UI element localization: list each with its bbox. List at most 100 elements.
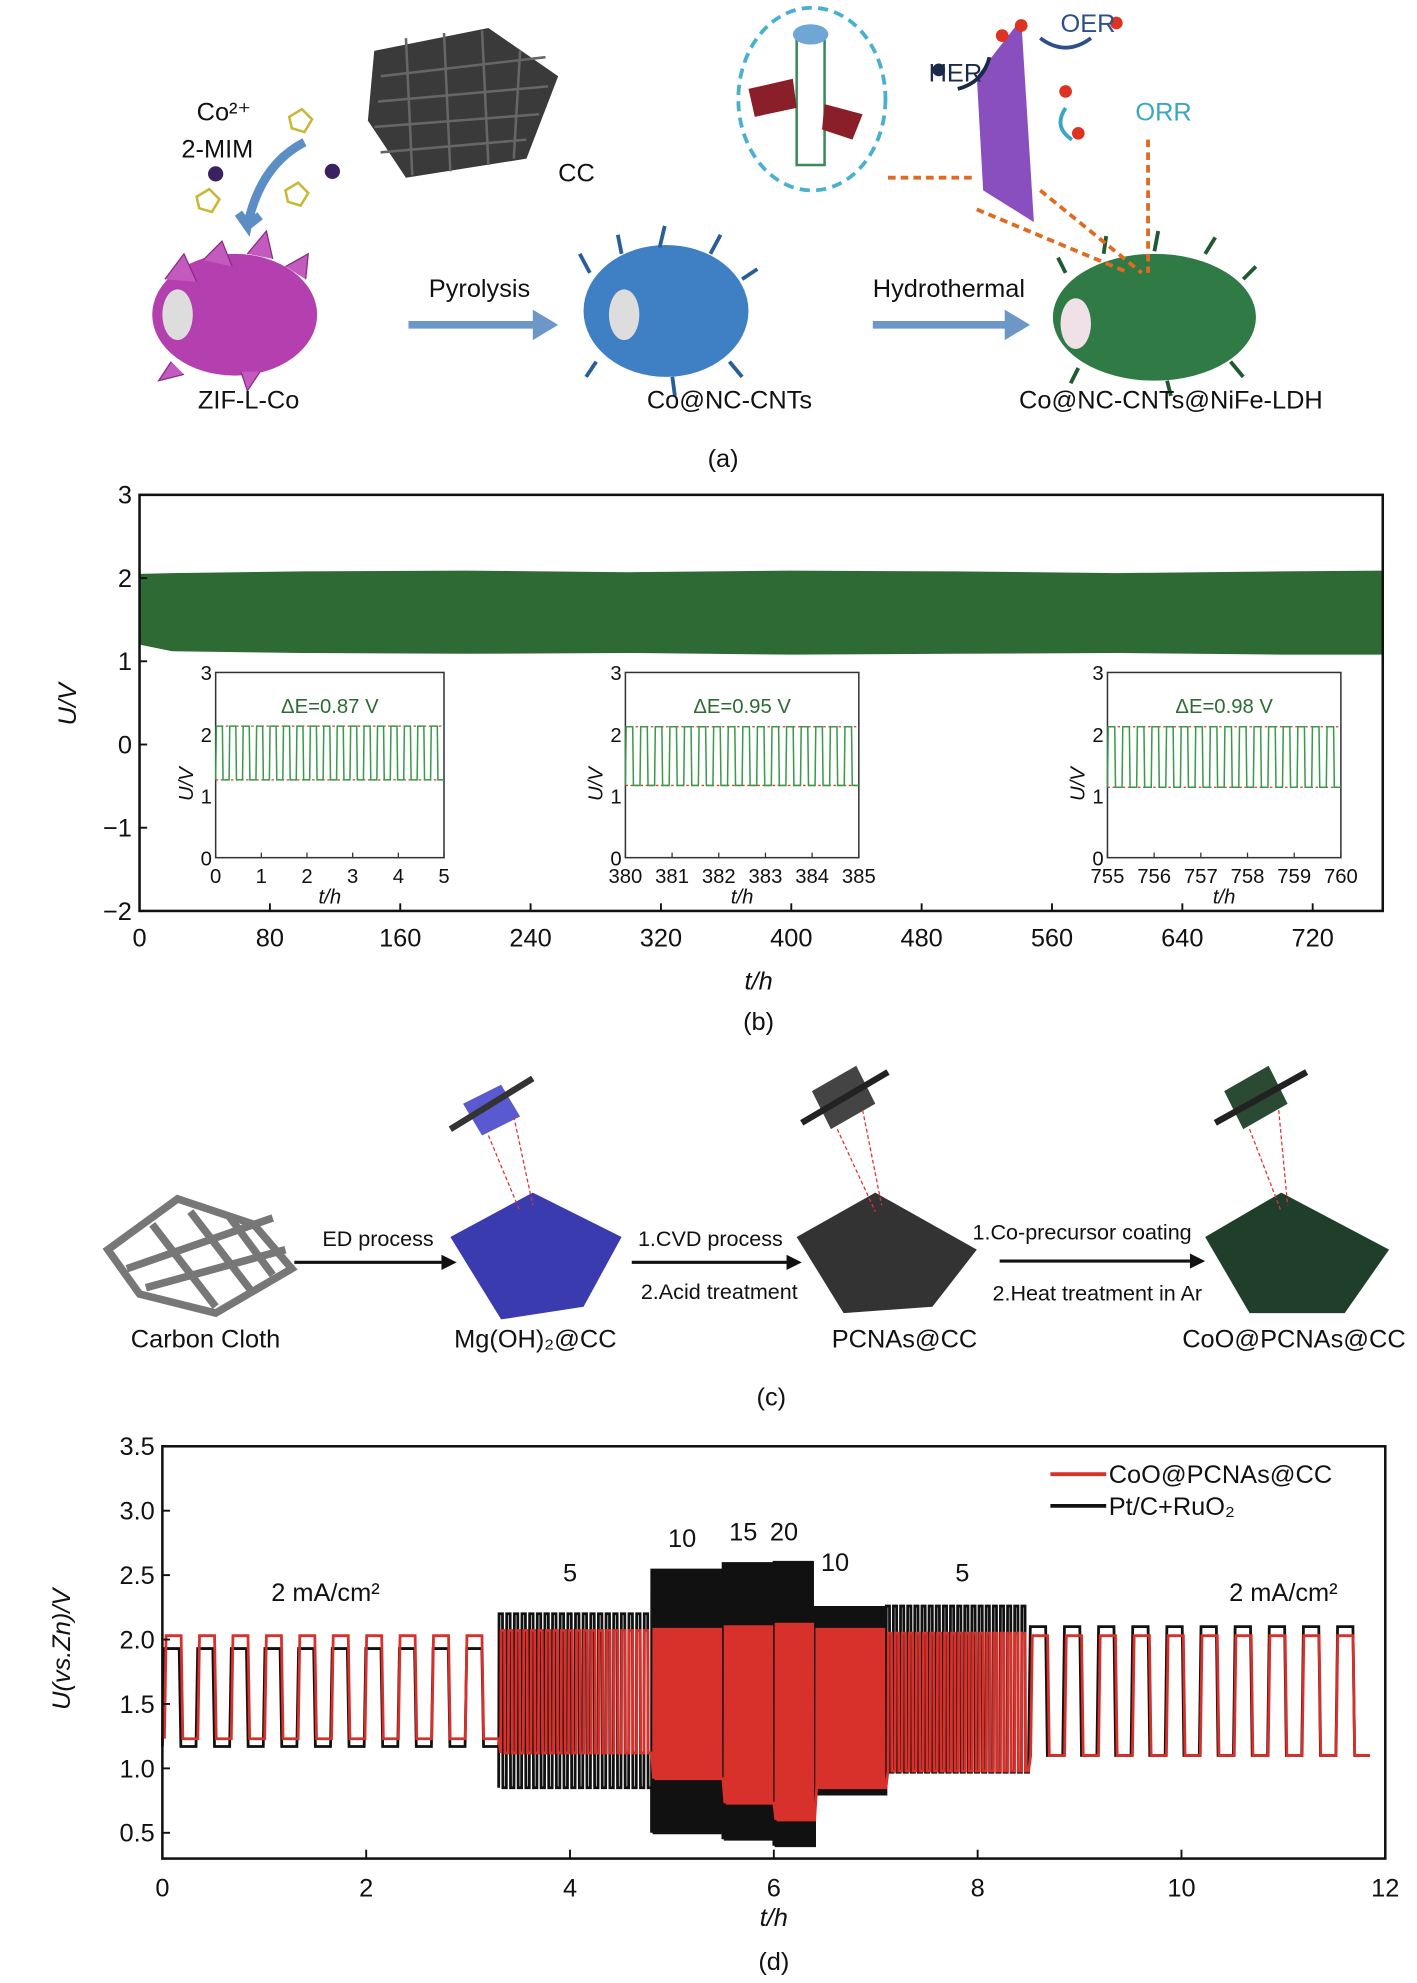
- series-coo-pcnas-cc: [163, 1622, 1370, 1822]
- y-axis-label: U/V: [54, 681, 82, 725]
- inset-voltage-series: [214, 725, 445, 781]
- arrow-icon: [872, 309, 1031, 341]
- product-label-cnts: Co@NC-CNTs: [647, 387, 812, 415]
- panel-b-caption: (b): [743, 1008, 774, 1036]
- inset-y-axis-label: U/V: [1068, 765, 1090, 801]
- product-label-zif: ZIF-L-Co: [198, 387, 299, 415]
- legend-label: CoO@PCNAs@CC: [1109, 1461, 1332, 1489]
- step-label-cvd: 1.CVD process: [638, 1226, 783, 1251]
- x-axis-label: t/h: [760, 1904, 788, 1932]
- panel-a-caption: (a): [708, 445, 739, 473]
- inset-x-axis-label: t/h: [731, 886, 754, 908]
- inset-x-tick-label: 760: [1324, 866, 1358, 888]
- arrow-icon: [408, 309, 559, 341]
- substrate-label: CC: [558, 160, 595, 188]
- inset-y-axis-label: U/V: [176, 765, 198, 801]
- x-tick-label: 12: [1371, 1875, 1399, 1903]
- material-label-pcnas: PCNAs@CC: [832, 1325, 978, 1353]
- inset-y-tick-label: 0: [1092, 848, 1103, 870]
- x-tick-label: 720: [1292, 924, 1334, 952]
- inset-x-tick-label: 5: [438, 866, 449, 888]
- y-tick-label: 3.5: [120, 1433, 155, 1461]
- x-tick-label: 240: [509, 924, 551, 952]
- panel-d-chart: U(vs.Zn)/V t/h (d) 0 2 4 6 8 10 12 0.5 1.0 1.5 2.0…: [48, 1433, 1400, 1976]
- y-tick-label: 0: [118, 731, 132, 759]
- delta-e-annotation: ΔE=0.98 V: [1175, 696, 1273, 718]
- carbon-cloth-illustration: [102, 1194, 298, 1318]
- step-label-coprecursor: 1.Co-precursor coating: [973, 1220, 1192, 1245]
- catalyst-detail-illustration: [736, 5, 1150, 275]
- inset-x-tick-label: 759: [1277, 866, 1311, 888]
- x-tick-label: 80: [256, 924, 284, 952]
- x-tick-label: 560: [1031, 924, 1073, 952]
- mgoh2-cc-illustration: [448, 1075, 622, 1320]
- current-density-annotation: 2 mA/cm²: [1229, 1579, 1337, 1607]
- inset-x-tick-label: 756: [1137, 866, 1171, 888]
- inset-y-tick-label: 2: [201, 725, 212, 747]
- y-tick-label: 0.5: [120, 1820, 155, 1848]
- y-tick-label: 1: [118, 648, 132, 676]
- panel-d-caption: (d): [758, 1948, 789, 1976]
- product-label-ldh: Co@NC-CNTs@NiFe-LDH: [1019, 387, 1323, 415]
- zif-l-co-illustration: [152, 229, 318, 393]
- x-tick-label: 480: [900, 924, 942, 952]
- inset-x-tick-label: 0: [210, 866, 221, 888]
- x-tick-label: 2: [359, 1875, 373, 1903]
- inset-x-axis-label: t/h: [319, 886, 342, 908]
- y-tick-label: 2.5: [120, 1562, 155, 1590]
- y-tick-label: 3: [118, 482, 132, 510]
- y-tick-label: 2: [118, 565, 132, 593]
- inset-x-tick-label: 757: [1184, 866, 1218, 888]
- inset-y-tick-label: 2: [610, 725, 621, 747]
- inset-chart-2: 380 381 382 383 384 385 0 1 2 3 t/h U/V ΔE=0.95 V: [586, 663, 876, 908]
- reaction-label-oer: OER: [1061, 10, 1116, 38]
- inset-x-tick-label: 2: [301, 866, 312, 888]
- step-label-acid: 2.Acid treatment: [641, 1279, 798, 1304]
- molecule-icons: [195, 107, 340, 214]
- reaction-label-orr: ORR: [1135, 99, 1191, 127]
- plot-frame: [138, 493, 1385, 913]
- step-label-pyrolysis: Pyrolysis: [429, 275, 530, 303]
- y-tick-label: 1.5: [120, 1691, 155, 1719]
- x-tick-label: 10: [1167, 1875, 1195, 1903]
- inset-y-tick-label: 1: [201, 787, 212, 809]
- coo-pcnas-cc-illustration: [1205, 1065, 1390, 1314]
- x-tick-label: 4: [563, 1875, 577, 1903]
- inset-y-tick-label: 3: [201, 663, 212, 685]
- inset-y-tick-label: 0: [201, 848, 212, 870]
- inset-x-tick-label: 758: [1231, 866, 1265, 888]
- panel-c-caption: (c): [757, 1384, 787, 1412]
- y-tick-label: 1.0: [120, 1755, 155, 1783]
- y-tick-label: 3.0: [120, 1498, 155, 1526]
- delta-e-annotation: ΔE=0.95 V: [693, 696, 791, 718]
- x-tick-label: 0: [132, 924, 146, 952]
- legend-label: Pt/C+RuO₂: [1109, 1493, 1235, 1521]
- curved-arrow-icon: [234, 138, 307, 237]
- material-label-mgoh2: Mg(OH)₂@CC: [454, 1325, 616, 1353]
- x-tick-label: 400: [770, 924, 812, 952]
- y-tick-label: −1: [103, 815, 132, 843]
- y-tick-label: −2: [103, 898, 132, 926]
- current-density-annotation: 10: [821, 1549, 849, 1577]
- inset-x-tick-label: 382: [702, 866, 736, 888]
- inset-y-axis-label: U/V: [586, 765, 608, 801]
- inset-x-tick-label: 3: [347, 866, 358, 888]
- inset-chart-3: 755 756 757 758 759 760 0 1 2 3 t/h U/V ΔE=0.98 V: [1068, 663, 1358, 908]
- current-density-annotation: 2 mA/cm²: [271, 1579, 379, 1607]
- current-density-annotation: 20: [770, 1518, 798, 1546]
- step-label-ed: ED process: [322, 1226, 433, 1251]
- current-density-annotation: 5: [563, 1560, 577, 1588]
- inset-voltage-series: [1106, 726, 1341, 789]
- material-label-coo: CoO@PCNAs@CC: [1182, 1325, 1405, 1353]
- inset-x-tick-label: 380: [608, 866, 642, 888]
- current-density-annotation: 5: [955, 1560, 969, 1588]
- carbon-cloth-illustration: [367, 28, 559, 178]
- x-tick-label: 0: [155, 1875, 169, 1903]
- panel-b-chart: U/V t/h (b) 0 80 160 240 320 400 480 560 640 7203…: [54, 482, 1385, 1036]
- inset-x-tick-label: 385: [842, 866, 876, 888]
- x-axis-label: t/h: [745, 968, 773, 996]
- inset-y-tick-label: 3: [610, 663, 621, 685]
- y-tick-label: 2.0: [120, 1626, 155, 1654]
